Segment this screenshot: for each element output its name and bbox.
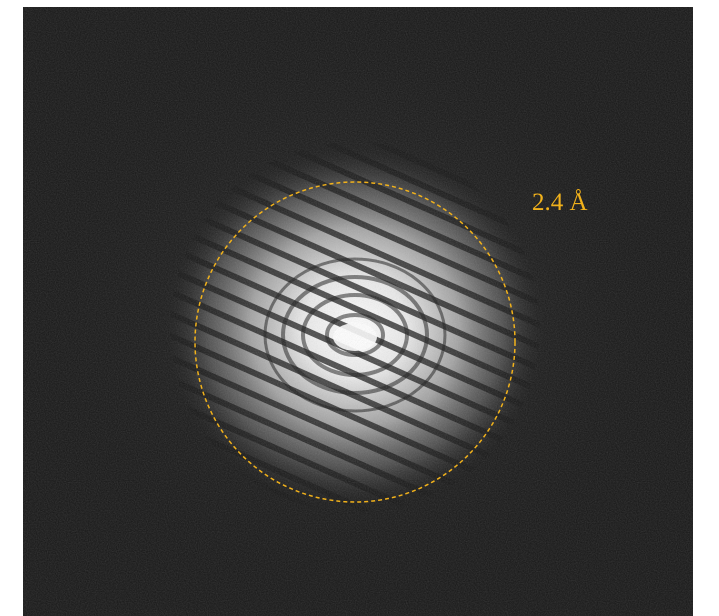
resolution-label: 2.4 Å [532,189,588,216]
diffraction-pattern-image [23,7,693,616]
diffraction-pattern-graphic [23,7,693,616]
resolution-ring [194,181,516,503]
